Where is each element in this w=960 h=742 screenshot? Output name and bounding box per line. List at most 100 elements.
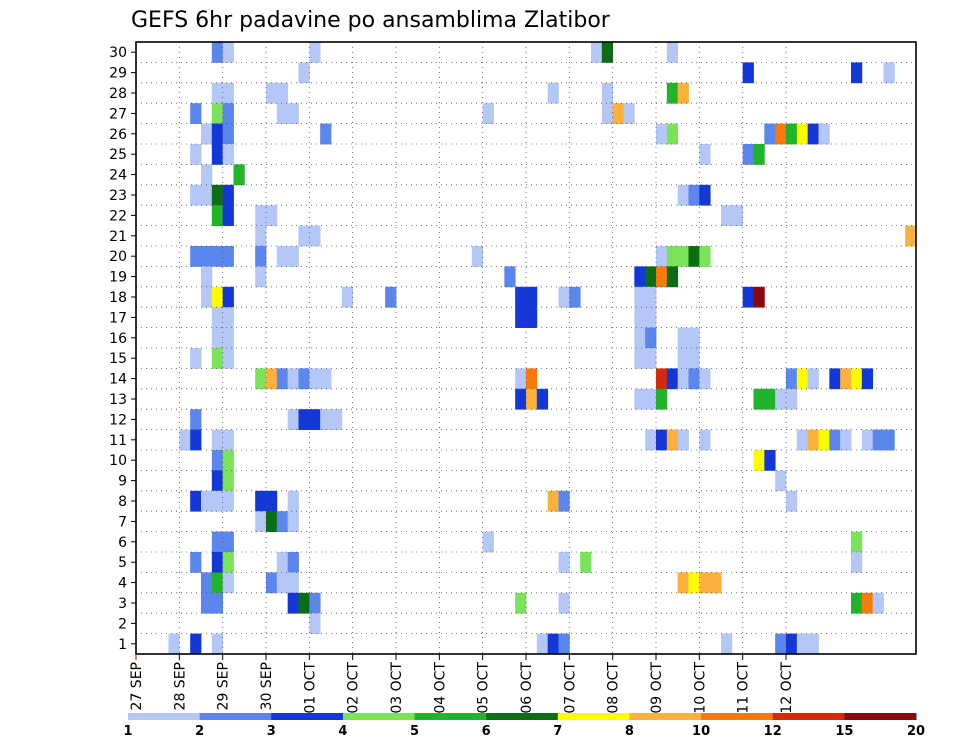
y-tick-label: 16 <box>109 331 127 347</box>
heatmap-cell <box>775 388 787 410</box>
heatmap-cell <box>829 368 841 390</box>
heatmap-cell <box>775 470 787 492</box>
heatmap-cell <box>645 388 657 410</box>
x-axis: 27 SEP 28 SEP 29 SEP 30 SEP 01 OCT 02 OCT 03 O… <box>129 654 795 714</box>
heatmap-cell <box>504 266 516 288</box>
heatmap-cell <box>320 368 332 390</box>
heatmap-cell <box>818 429 830 451</box>
heatmap-cell <box>222 144 234 165</box>
heatmap-cell <box>677 184 689 206</box>
heatmap-cell <box>298 62 310 84</box>
heatmap-cell <box>309 225 321 247</box>
heatmap-cell <box>222 205 234 226</box>
heatmap-cell <box>309 409 321 430</box>
x-tick-label: 27 SEP <box>129 662 145 710</box>
colorbar-swatch <box>128 713 201 720</box>
y-tick-label: 22 <box>109 208 127 224</box>
colorbar-label: 4 <box>338 724 347 739</box>
heatmap-cell <box>190 348 202 369</box>
heatmap-cell <box>601 103 614 124</box>
x-tick-label: 30 SEP <box>259 662 275 710</box>
heatmap-cell <box>807 123 819 145</box>
heatmap-cell <box>742 286 754 308</box>
x-tick-label: 03 OCT <box>389 662 405 714</box>
y-tick-label: 29 <box>109 66 127 82</box>
heatmap-cell <box>190 103 202 124</box>
heatmap-cell <box>211 348 224 369</box>
heatmap-cell <box>287 103 299 124</box>
heatmap-cell <box>255 246 267 267</box>
heatmap-cell <box>222 184 234 206</box>
heatmap-cell <box>775 123 787 145</box>
heatmap-cell <box>526 368 538 390</box>
x-tick-label: 28 SEP <box>172 662 188 710</box>
heatmap-cell <box>276 552 289 573</box>
y-tick-label: 30 <box>109 45 127 61</box>
heatmap-cell <box>471 246 484 267</box>
heatmap-cell <box>807 429 819 451</box>
heatmap-cell <box>786 633 798 655</box>
heatmap-cell <box>309 592 321 614</box>
heatmap-cell <box>276 368 289 390</box>
heatmap-cell <box>201 164 213 186</box>
heatmap-cell <box>796 633 809 655</box>
heatmap-cell <box>309 368 321 390</box>
heatmap-cell <box>211 246 224 267</box>
heatmap-cell <box>298 368 310 390</box>
heatmap-cell <box>211 552 224 573</box>
heatmap-cell <box>201 246 213 267</box>
chart-title: GEFS 6hr padavine po ansamblima Zlatibor <box>131 8 611 33</box>
heatmap-cell <box>634 286 646 308</box>
y-tick-label: 24 <box>109 168 127 184</box>
heatmap-cell <box>764 388 776 410</box>
heatmap-cell <box>255 266 267 288</box>
heatmap-cell <box>190 633 202 655</box>
heatmap-cell <box>786 123 798 145</box>
heatmap-cell <box>331 409 343 430</box>
heatmap-cell <box>266 205 278 226</box>
heatmap-cell <box>201 592 213 614</box>
heatmap-cell <box>276 572 289 594</box>
colorbar-label: 1 <box>123 724 132 739</box>
heatmap-cell <box>829 429 841 451</box>
colorbar-swatch <box>199 713 272 720</box>
heatmap-cell <box>612 103 624 124</box>
colorbar-swatch <box>271 713 344 720</box>
heatmap-cell <box>851 552 863 573</box>
colorbar-swatch <box>342 713 416 720</box>
heatmap-cell <box>666 42 679 63</box>
y-tick-label: 6 <box>118 535 127 551</box>
heatmap-cell <box>656 368 668 390</box>
heatmap-cell <box>558 490 570 512</box>
heatmap-cell <box>287 511 299 532</box>
heatmap-cell <box>851 62 863 84</box>
heatmap-cell <box>753 450 765 471</box>
heatmap-cell <box>656 123 668 145</box>
heatmap-cell <box>222 470 234 492</box>
heatmap-cell <box>699 144 711 165</box>
heatmap-cell <box>222 348 234 369</box>
y-tick-label: 1 <box>118 637 127 653</box>
heatmap-cell <box>861 429 874 451</box>
heatmap-cell <box>840 429 852 451</box>
heatmap-cell <box>699 368 711 390</box>
heatmap-cell <box>515 388 527 410</box>
heatmap-cell <box>645 429 657 451</box>
heatmap-cell <box>721 633 733 655</box>
heatmap-cell <box>634 327 646 349</box>
heatmap-cell <box>190 429 202 451</box>
heatmap-cell <box>721 205 733 226</box>
colorbar-swatch <box>844 713 917 720</box>
heatmap-cell <box>764 450 776 471</box>
y-axis: 1234567891011121314151617181920212223242… <box>109 45 136 653</box>
heatmap-cell <box>515 307 527 328</box>
x-tick-label: 01 OCT <box>302 662 318 714</box>
heatmap-cell <box>255 511 267 532</box>
heatmap-cell <box>666 368 679 390</box>
heatmap-cell <box>201 184 213 206</box>
heatmap-cell <box>222 572 234 594</box>
heatmap-cell <box>666 82 679 104</box>
y-tick-label: 19 <box>109 270 127 286</box>
colorbar-label: 5 <box>410 724 419 739</box>
heatmap-cell <box>634 348 646 369</box>
